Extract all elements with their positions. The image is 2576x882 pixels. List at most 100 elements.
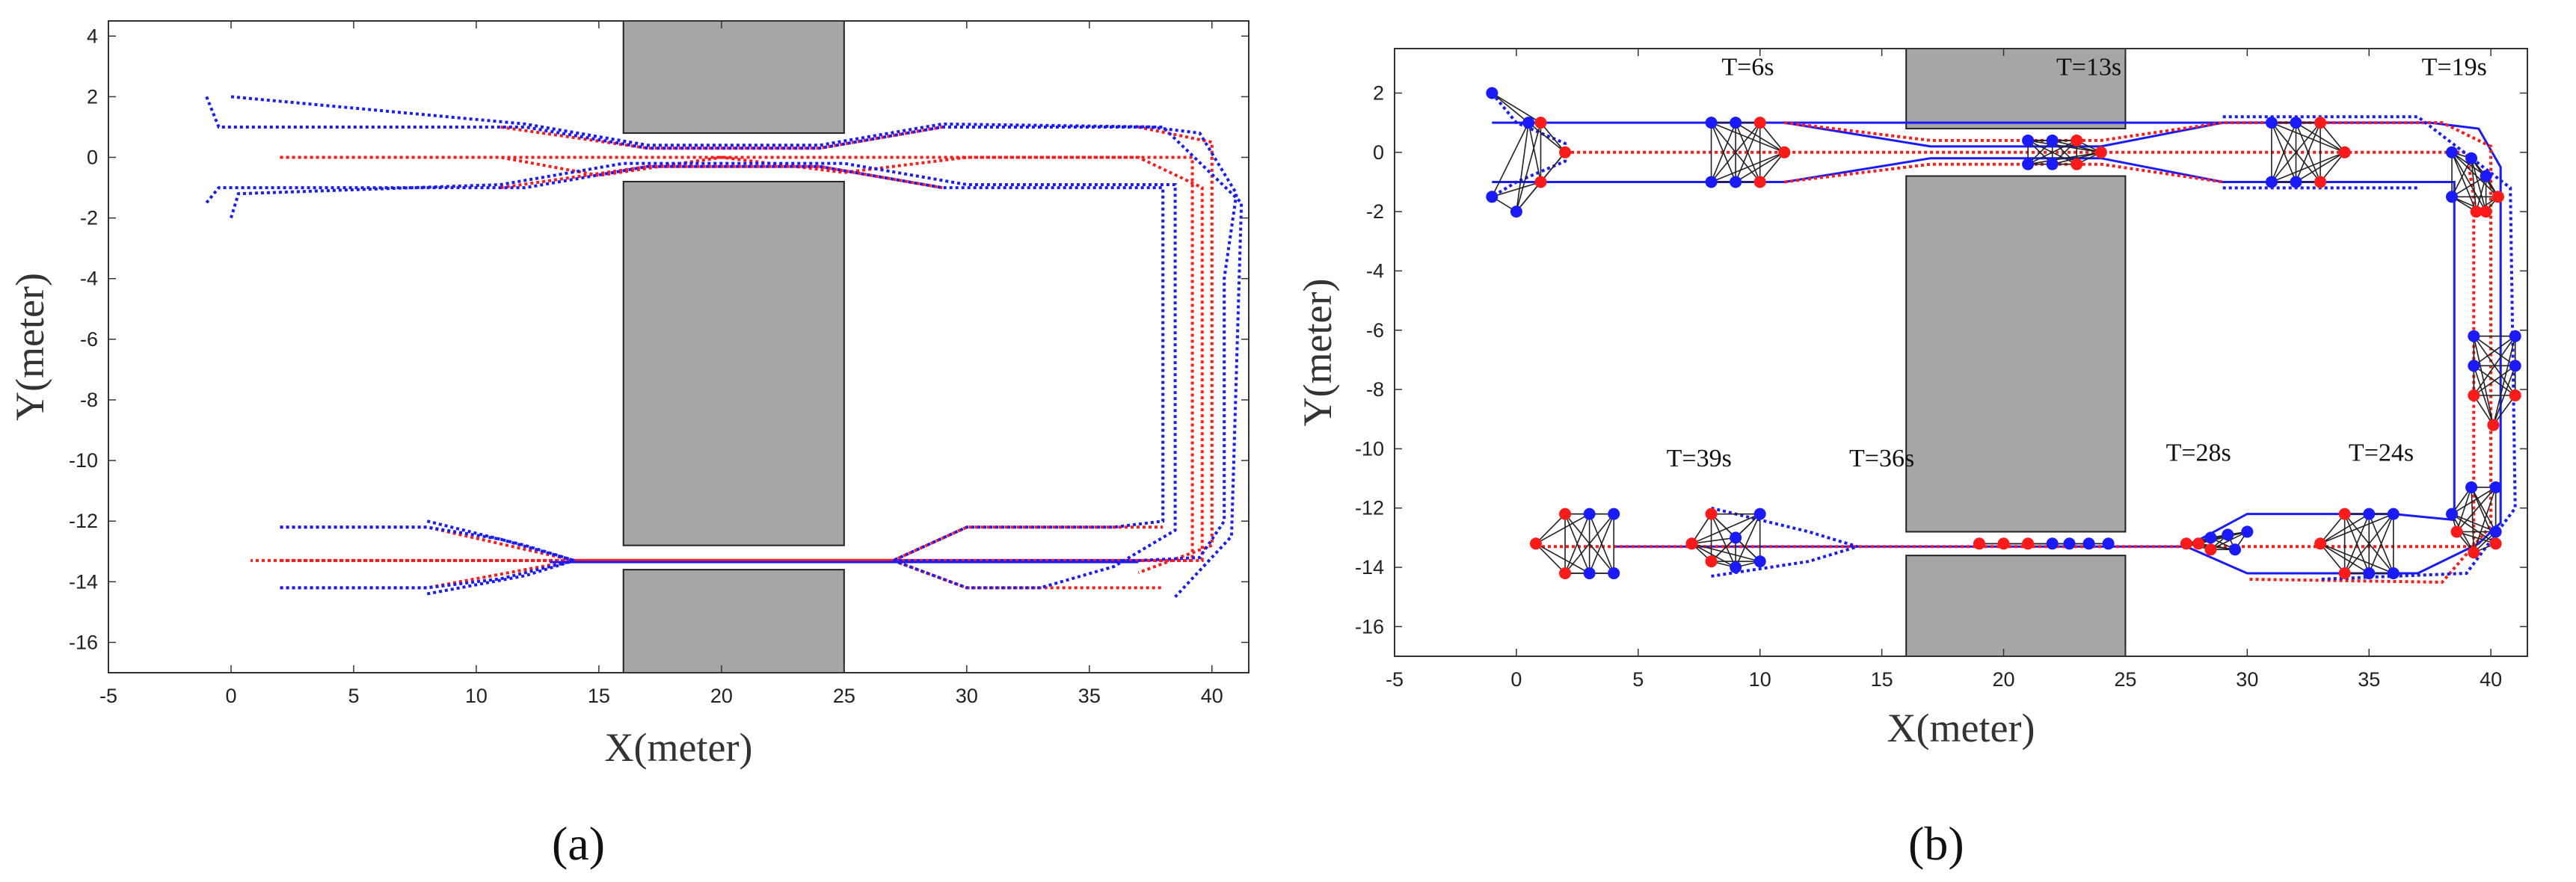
formation-link [2451,513,2496,533]
trajectory-plot-a: -5 0 5 10 15 20 25 30 35 40420-2-4-6-8-10-12-14-1… [7,20,1249,770]
formation-link [1588,514,1614,574]
trajectory-line [1492,157,2456,548]
panel-b-label: (b) [1908,817,1964,870]
robot-node-blue [1730,531,1742,544]
panel-a-label: (a) [552,817,606,870]
panel-b: -5 0 5 10 15 20 25 30 35 40 2 0 -2 -4 -6 -8 -10 -12 -14 -16… [1286,0,2576,882]
formation-link [1710,122,1761,182]
robot-node-blue [2022,134,2035,147]
formation-link [2473,336,2516,366]
robot-node-red [1559,146,1572,158]
robot-node-blue [2387,567,2400,579]
robot-node-blue [2468,360,2480,372]
robot-node-red [2071,134,2083,147]
formation-group [2180,525,2254,556]
robot-node-blue [2363,567,2376,579]
robot-node-red [2338,146,2351,158]
robot-node-blue [2465,152,2478,164]
robot-node-red [1685,537,1698,550]
formation-link [1735,514,1761,568]
formation-link [1711,152,1785,183]
robot-node-blue [2290,176,2302,188]
formation-link [1491,122,1529,197]
robot-node-red [2094,146,2107,158]
formation-link [2343,514,2370,574]
trajectory-line [1784,121,2493,584]
formation-link [2320,122,2346,153]
robot-node-red [2468,389,2480,402]
x-axis-title: X(meter) [1887,706,2035,750]
robot-node-blue [1730,176,1742,188]
formation-group [1973,537,2115,550]
robot-node-red [2480,206,2492,218]
trajectory-line [280,155,1204,562]
x-tick-label: 30 [956,685,978,707]
formation-link [2271,122,2297,182]
robot-node-red [1705,508,1718,520]
robot-node-red [2204,543,2217,556]
formation-link [1691,537,1736,545]
series-group [205,95,1244,598]
y-axis-title: Y(meter) [7,273,52,421]
robot-node-red [2192,537,2205,550]
trajectory-line [500,126,943,150]
time-label: T=39s [1667,445,1732,472]
formation-link [1491,92,1529,123]
plot-frame [108,20,1249,673]
x-tick-label: 30 [2236,668,2258,691]
formation-link [1691,543,1760,562]
robot-node-red [2509,389,2521,402]
robot-node-red [2314,117,2327,129]
robot-node-blue [2063,537,2076,550]
robot-node-blue [2489,525,2502,538]
formation-group [1529,508,1620,579]
formation-link [2295,122,2321,182]
robot-node-red [1778,146,1791,158]
robot-node-blue [1705,176,1718,188]
robot-node-blue [2468,330,2480,342]
robot-node-blue [2046,537,2059,550]
formation-link [1535,514,1566,544]
x-tick-label: 25 [833,685,855,707]
formation-link [1759,122,1785,153]
formation-link [2451,175,2487,197]
formation-link [2344,514,2394,574]
trajectory-line [280,525,575,562]
formation-link [1759,152,1785,182]
trajectory-line [1490,92,1567,199]
robot-node-blue [1522,117,1535,129]
y-tick-label: -14 [1355,556,1384,579]
formation-link [2471,158,2487,212]
trajectory-line [2222,115,2517,581]
formation-link [1535,543,1590,574]
formation-link [2492,336,2516,425]
x-tick-label: 15 [588,685,610,707]
robot-node-blue [2465,481,2478,493]
y-tick-label: 2 [87,85,98,108]
formation-link [2027,152,2101,165]
robot-node-red [2314,176,2327,188]
robot-node-blue [1730,561,1742,574]
robot-node-red [1753,176,1766,188]
formation-link [1516,122,1542,212]
robot-node-blue [2387,508,2400,520]
robot-node-red [1559,508,1572,520]
formation-link [2456,487,2472,532]
y-tick-label: -12 [69,510,98,532]
robot-node-blue [2509,330,2521,342]
robot-node-red [2071,158,2083,170]
x-tick-label: -5 [99,685,117,707]
formation-link [1540,122,1566,153]
formation-link [1691,543,1736,568]
robot-node-red [2468,546,2480,559]
x-tick-label: 25 [2114,668,2136,691]
trajectory-line [230,95,1244,598]
robot-node-red [2450,525,2463,538]
trajectory-line [1137,126,1214,575]
trajectory-plot-b: -5 0 5 10 15 20 25 30 35 4020-2-4-6-8-10-12-14-16… [1295,48,2528,750]
robot-node-blue [2046,134,2059,147]
formation-link [2451,152,2477,212]
robot-node-blue [1753,555,1766,568]
y-tick-label: -16 [1355,615,1384,638]
obstacle-block [622,21,845,135]
